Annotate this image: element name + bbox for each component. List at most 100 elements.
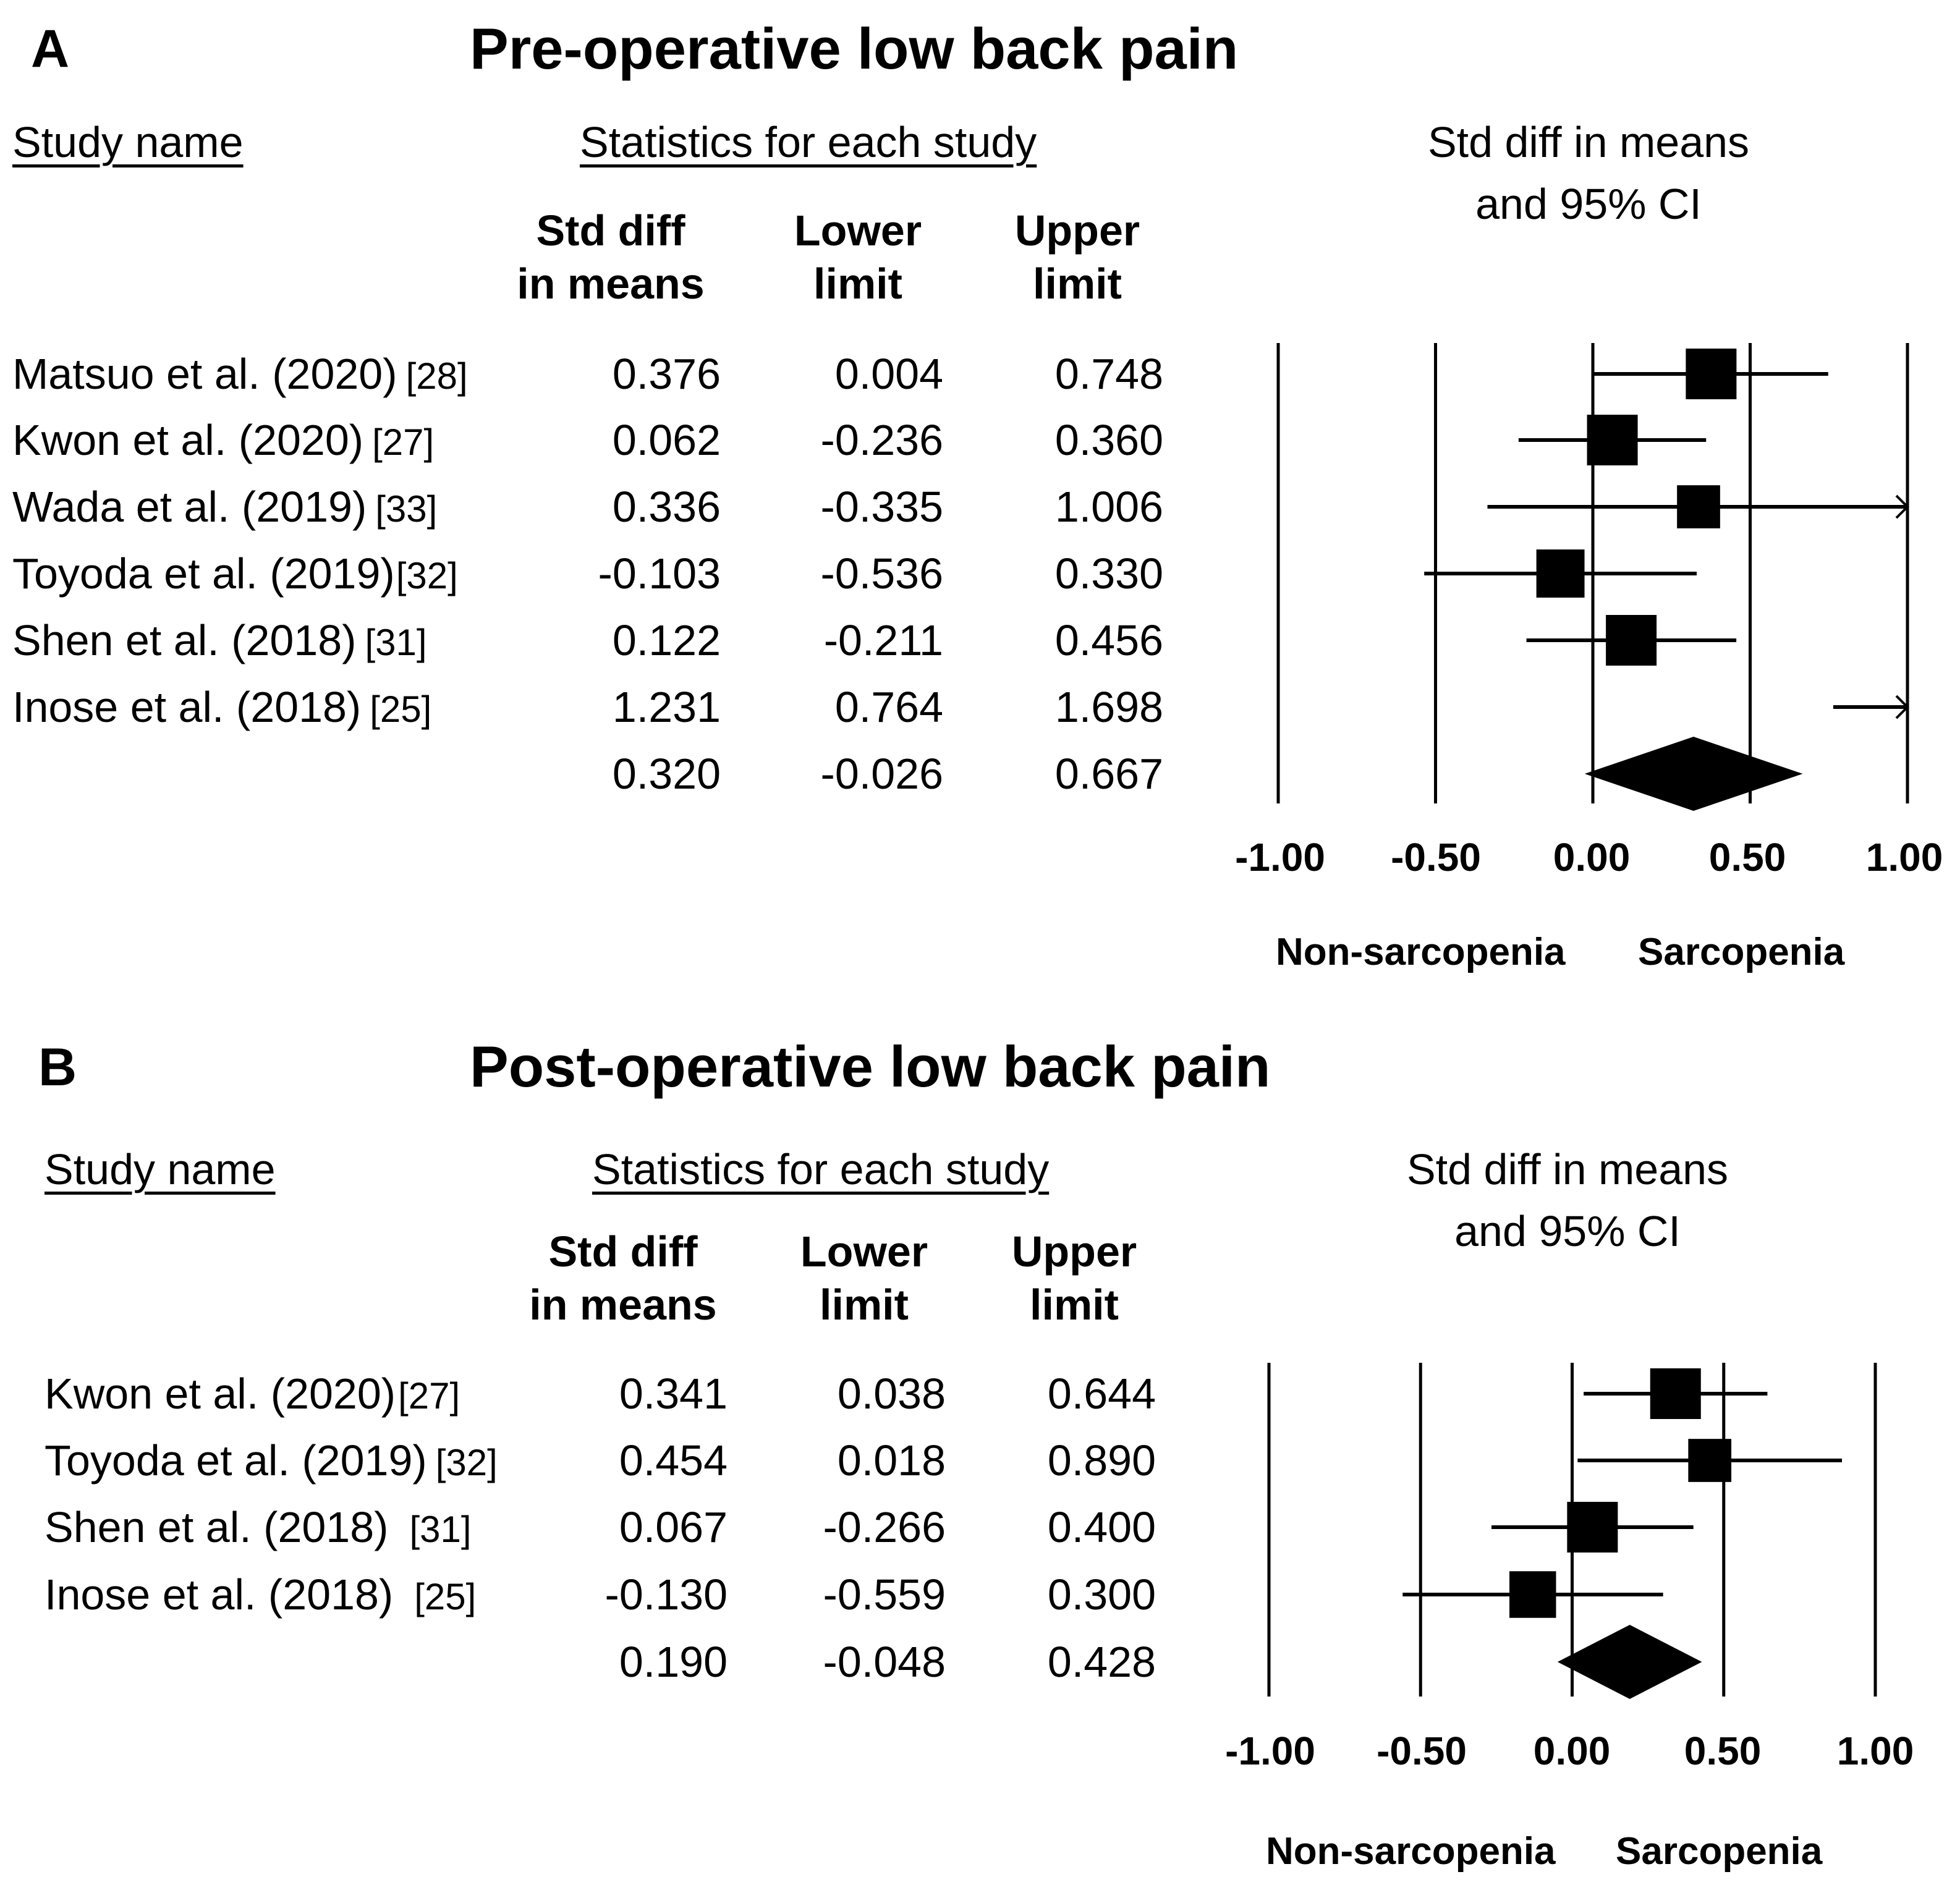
point-estimate [1650,1368,1701,1419]
col-header-line1: Upper [1011,1227,1137,1276]
tick-label: 0.00 [1553,835,1631,879]
panel-title: Post-operative low back pain [470,1034,1271,1099]
upper-limit-value: 0.644 [1047,1370,1156,1418]
col-header-line2: limit [813,260,902,308]
lower-limit-value: -0.211 [823,616,943,664]
lower-limit-value: -0.266 [823,1503,946,1551]
study-label: Toyoda et al. (2019) [12,549,395,598]
col-header-line1: Lower [794,206,922,255]
col-lower-header: Lower limit [747,204,969,310]
col-header-line2: limit [1030,1281,1119,1329]
std-diff-value: 0.376 [612,350,721,398]
tick-label: 0.50 [1684,1729,1762,1773]
tick-label: -0.50 [1377,1729,1467,1773]
std-diff-value: 1.231 [612,683,721,731]
col-std-diff-header: Std diff in means [499,204,722,310]
point-estimate [1686,349,1737,399]
forest-plot-a [1276,343,1909,811]
std-diff-value: -0.130 [605,1570,728,1619]
col-header-line2: limit [820,1281,909,1329]
pooled-upper-limit: 0.667 [1054,750,1163,798]
upper-limit-value: 1.698 [1054,683,1163,731]
lower-limit-value: -0.536 [820,549,943,598]
study-ref: [28] [405,355,468,397]
point-estimate [1509,1571,1556,1618]
study-ref: [32] [435,1442,498,1483]
col-upper-header: Upper limit [966,204,1189,310]
tick-label: 1.00 [1836,1729,1914,1773]
tick-label: 0.00 [1533,1729,1611,1773]
std-diff-value: -0.103 [598,549,721,598]
study-ref: [27] [398,1375,460,1417]
point-estimate [1587,415,1638,465]
std-diff-value: 0.341 [619,1370,728,1418]
col-header-line1: Std diff [548,1227,698,1276]
pooled-upper-limit: 0.428 [1047,1638,1156,1686]
statistics-header: Statistics for each study [592,1145,1050,1193]
upper-limit-value: 0.890 [1047,1436,1156,1485]
study-label: Kwon et al. (2020) [45,1370,396,1418]
study-ref: [33] [375,488,438,530]
study-label: Shen et al. (2018) [45,1503,389,1551]
panel-letter: A [31,19,70,78]
lower-limit-value: -0.335 [820,483,943,531]
tick-label: -1.00 [1235,835,1325,879]
std-diff-value: 0.454 [619,1436,728,1485]
study-label: Inose et al. (2018) [12,683,362,731]
panel-title: Pre-operative low back pain [470,16,1239,81]
left-direction-label: Non-sarcopenia [1276,931,1566,973]
study-name: Inose et al. (2018) [25] [12,682,431,732]
std-diff-value: 0.062 [612,416,721,464]
lower-limit-value: 0.038 [837,1370,946,1418]
upper-limit-value: 0.400 [1047,1503,1156,1551]
statistics-header: Statistics for each study [580,118,1037,166]
study-label: Matsuo et al. (2020) [12,350,397,398]
study-name: Wada et al. (2019) [33] [12,482,437,532]
study-ref: [32] [396,555,458,596]
lower-limit-value: -0.236 [820,416,943,464]
col-header-line1: Lower [800,1227,928,1276]
upper-limit-value: 1.006 [1054,483,1163,531]
study-name: Kwon et al. (2020)[27] [45,1369,460,1418]
study-label: Toyoda et al. (2019) [45,1436,427,1485]
pooled-lower-limit: -0.048 [823,1638,946,1686]
panel-letter: B [38,1038,77,1097]
tick-label: -1.00 [1225,1729,1315,1773]
study-label: Wada et al. (2019) [12,483,367,531]
col-std-diff-header: Std diff in means [512,1225,734,1331]
pooled-std-diff: 0.190 [619,1638,728,1686]
col-header-line1: Upper [1014,206,1140,255]
col-upper-header: Upper limit [963,1225,1186,1331]
study-name: Toyoda et al. (2019)[32] [12,549,458,598]
col-lower-header: Lower limit [753,1225,975,1331]
plot-header-line2: and 95% CI [1454,1207,1681,1255]
upper-limit-value: 0.300 [1047,1570,1156,1619]
lower-limit-value: 0.018 [837,1436,946,1485]
lower-limit-value: 0.004 [834,350,943,398]
col-header-line2: in means [517,260,705,308]
upper-limit-value: 0.360 [1054,416,1163,464]
lower-limit-value: -0.559 [823,1570,946,1619]
study-label: Kwon et al. (2020) [12,416,364,464]
study-name: Matsuo et al. (2020) [28] [12,349,468,399]
lower-limit-value: 0.764 [834,683,943,731]
study-name-header: Study name [45,1145,276,1193]
point-estimate [1688,1439,1732,1482]
study-name-header: Study name [12,118,244,166]
plot-header-line1: Std diff in means [1427,118,1750,166]
plot-header: Std diff in means and 95% CI [1320,1138,1815,1262]
study-label: Shen et al. (2018) [12,616,357,664]
point-estimate [1536,549,1585,598]
tick-label: 0.50 [1708,835,1786,879]
study-name: Inose et al. (2018) [25] [45,1570,476,1619]
clip-arrow [1895,494,1909,519]
col-header-line2: in means [529,1281,717,1329]
pooled-std-diff: 0.320 [612,750,721,798]
left-direction-label: Non-sarcopenia [1266,1830,1556,1873]
study-name: Shen et al. (2018) [31] [12,616,427,665]
plot-header-line2: and 95% CI [1475,180,1702,228]
pooled-lower-limit: -0.026 [820,750,943,798]
col-header-line2: limit [1033,260,1122,308]
tick-label: 1.00 [1865,835,1943,879]
